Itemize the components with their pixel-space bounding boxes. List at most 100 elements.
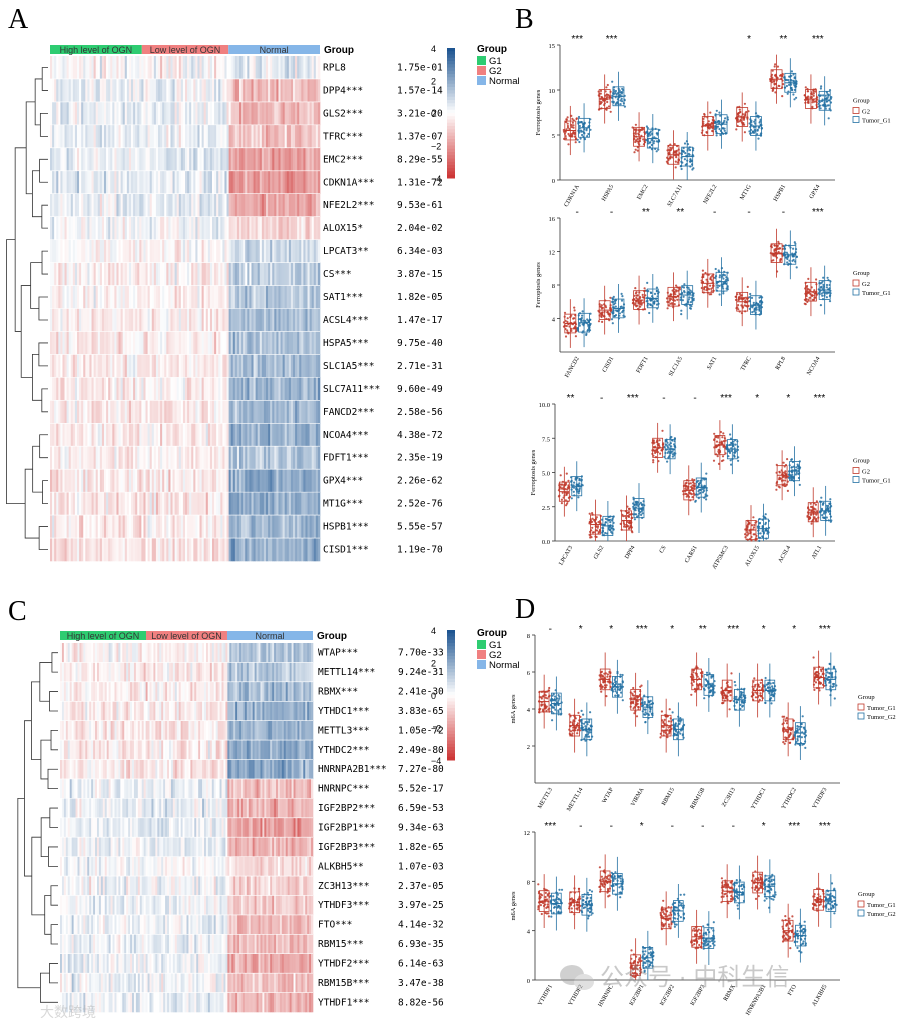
heatmap-cell <box>260 876 263 896</box>
heatmap-cell <box>286 492 290 516</box>
heatmap-cell <box>73 720 76 741</box>
color-scale-step <box>447 70 455 75</box>
heatmap-cell <box>164 331 167 355</box>
heatmap-cell <box>216 193 219 217</box>
heatmap-cell <box>279 681 283 702</box>
heatmap-cell <box>293 331 296 355</box>
heatmap-cell <box>89 377 92 401</box>
heatmap-cell <box>63 778 67 799</box>
heatmap-cell <box>272 78 275 103</box>
heatmap-cell <box>277 837 281 857</box>
heatmap-cell <box>248 778 252 799</box>
heatmap-cell <box>299 239 302 263</box>
heatmap-cell <box>225 778 228 799</box>
heatmap-cell <box>62 170 65 195</box>
heatmap-cell <box>289 876 292 896</box>
heatmap-cell <box>276 285 279 309</box>
heatmap-cell <box>151 876 154 896</box>
heatmap-cell <box>245 515 248 539</box>
heatmap-cell <box>126 798 129 819</box>
heatmap-cell <box>77 856 80 877</box>
heatmap-cell <box>174 124 177 149</box>
heatmap-cell <box>286 515 290 539</box>
heatmap-cell <box>178 239 182 263</box>
heatmap-cell <box>242 817 246 838</box>
heatmap-cell <box>293 515 296 539</box>
heatmap-cell <box>276 239 279 263</box>
heatmap-cell <box>281 856 285 877</box>
p-value: 6.34e-03 <box>397 246 443 257</box>
heatmap-cell <box>149 740 152 760</box>
heatmap-cell <box>235 740 238 760</box>
heatmap-cell <box>104 643 108 663</box>
heatmap-cell <box>225 798 228 819</box>
heatmap-cell <box>178 423 182 447</box>
heatmap-cell <box>293 400 296 424</box>
heatmap-cell <box>205 817 209 838</box>
heatmap-cell <box>168 643 172 663</box>
heatmap-cell <box>226 377 229 401</box>
heatmap-cell <box>104 740 108 760</box>
heatmap-cell <box>126 895 129 916</box>
heatmap-cells <box>50 56 321 562</box>
heatmap-cell <box>95 170 99 195</box>
heatmap-cell <box>149 778 152 799</box>
heatmap-cell <box>72 56 76 80</box>
heatmap-cell <box>252 701 255 721</box>
heatmap-cell <box>58 377 61 401</box>
heatmap-cell <box>303 354 306 378</box>
heatmap-cell <box>188 914 191 935</box>
heatmap-cell <box>85 492 88 516</box>
heatmap-cell <box>104 778 108 799</box>
heatmap-cell <box>135 720 139 741</box>
heatmap-cell <box>189 331 192 355</box>
heatmap-cell <box>213 681 216 702</box>
heatmap-cell <box>285 837 288 857</box>
heatmap-cell <box>174 400 177 424</box>
heatmap-cell <box>285 681 288 702</box>
heatmap-cell <box>167 876 170 896</box>
color-scale-step <box>447 122 455 127</box>
heatmap-cell <box>87 377 90 401</box>
heatmap-cell <box>112 914 115 935</box>
heatmap-cell <box>83 147 86 172</box>
heatmap-cell <box>81 856 84 877</box>
heatmap-cell <box>130 895 133 916</box>
heatmap-cell <box>172 147 175 172</box>
heatmap-cell <box>234 216 238 240</box>
heatmap-cell <box>307 778 310 799</box>
heatmap-cell <box>233 643 236 663</box>
heatmap-cell <box>221 895 224 916</box>
heatmap-cell <box>311 817 314 838</box>
heatmap-cell <box>101 377 105 401</box>
color-scale-step <box>447 83 455 88</box>
heatmap-cell <box>143 78 146 103</box>
heatmap-cell <box>52 262 55 286</box>
heatmap-cell <box>180 331 184 355</box>
heatmap-cell <box>184 876 187 896</box>
heatmap-cell <box>147 837 150 857</box>
heatmap-cell <box>56 354 59 378</box>
heatmap-cell <box>270 701 273 721</box>
heatmap-cell <box>172 643 176 663</box>
heatmap-cell <box>239 78 242 103</box>
heatmap-cell <box>62 515 65 539</box>
heatmap-cell <box>223 759 226 780</box>
heatmap-cell <box>87 934 90 955</box>
heatmap-cell <box>153 681 156 702</box>
heatmap-cell <box>160 423 163 447</box>
heatmap-cell <box>299 515 302 539</box>
heatmap-cell <box>297 101 300 126</box>
heatmap-cell <box>161 837 164 857</box>
heatmap-cell <box>260 837 263 857</box>
heatmap-cell <box>205 239 209 263</box>
heatmap-cell <box>83 492 86 516</box>
heatmap-cell <box>174 193 177 217</box>
heatmap-cell <box>87 681 90 702</box>
heatmap-cell <box>67 876 71 896</box>
heatmap-cell <box>137 643 141 663</box>
heatmap-cell <box>234 423 238 447</box>
heatmap-cell <box>276 262 279 286</box>
heatmap-cell <box>85 740 88 760</box>
heatmap-cell <box>133 914 137 935</box>
